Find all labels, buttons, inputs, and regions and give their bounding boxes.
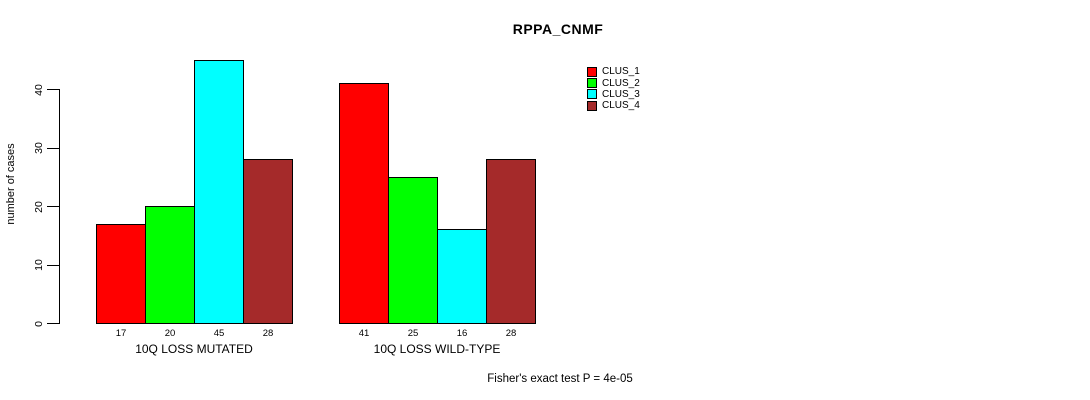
bar-value-label: 16	[456, 328, 468, 339]
legend: CLUS_1 CLUS_2 CLUS_3 CLUS_4	[587, 66, 640, 112]
x-category-label: 10Q LOSS WILD-TYPE	[373, 342, 501, 356]
bar-clus_2-1	[145, 206, 195, 324]
y-axis-tick	[47, 206, 59, 207]
chart-title: RPPA_CNMF	[512, 21, 604, 37]
y-axis-label: number of cases	[5, 143, 17, 225]
y-axis-line	[59, 89, 60, 324]
legend-label: CLUS_2	[602, 77, 640, 89]
y-axis-tick	[47, 264, 59, 266]
bar-clus_1-1	[96, 223, 146, 324]
legend-swatch-icon	[587, 100, 597, 111]
y-axis-tick-label: 20	[33, 200, 45, 213]
legend-swatch-icon	[587, 66, 597, 77]
y-axis-tick-label: 0	[33, 320, 45, 327]
legend-label: CLUS_1	[602, 66, 640, 78]
bar-value-label: 17	[115, 328, 127, 339]
bar-value-label: 25	[407, 328, 419, 339]
bar-value-label: 45	[213, 328, 225, 339]
y-axis-tick	[47, 323, 59, 324]
bar-value-label: 20	[164, 328, 176, 339]
legend-swatch-icon	[587, 89, 597, 100]
bar-value-label: 41	[358, 328, 370, 339]
legend-swatch-icon	[587, 78, 597, 89]
bar-value-label: 28	[262, 328, 274, 339]
bar-clus_4-2	[486, 159, 536, 324]
y-axis-tick-label: 30	[33, 142, 45, 154]
y-axis-tick-label: 10	[33, 259, 45, 271]
legend-item-clus_4: CLUS_4	[587, 100, 640, 111]
x-category-label: 10Q LOSS MUTATED	[135, 342, 253, 356]
legend-item-clus_1: CLUS_1	[587, 66, 640, 77]
annotation-text: Fisher's exact test P = 4e-05	[487, 373, 633, 385]
bar-clus_3-2	[437, 229, 487, 324]
legend-label: CLUS_4	[602, 100, 640, 112]
bar-clus_2-2	[388, 176, 438, 324]
bar-clus_3-1	[194, 59, 244, 324]
legend-item-clus_3: CLUS_3	[587, 89, 640, 100]
y-axis-tick-label: 40	[33, 83, 45, 96]
bar-clus_1-2	[339, 83, 389, 324]
y-axis-tick	[47, 147, 59, 149]
legend-item-clus_2: CLUS_2	[587, 77, 640, 89]
legend-label: CLUS_3	[602, 88, 640, 100]
bar-clus_4-1	[243, 159, 293, 324]
y-axis-tick	[47, 89, 59, 90]
bar-value-label: 28	[505, 328, 517, 339]
